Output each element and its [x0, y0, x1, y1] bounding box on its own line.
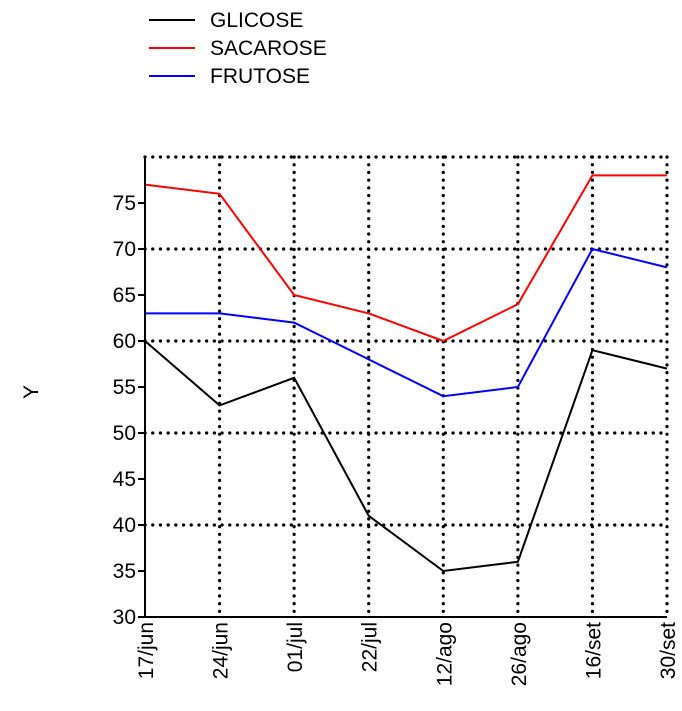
y-tick-label: 55 — [113, 376, 136, 399]
series-line-frutose — [145, 247, 668, 398]
legend-label: FRUTOSE — [210, 65, 310, 88]
y-tick-label: 70 — [113, 238, 136, 261]
y-tick-label: 65 — [113, 284, 136, 307]
y-tick-label: 35 — [113, 560, 136, 583]
x-tick-label: 22/jul — [359, 622, 382, 672]
y-tick-label: 45 — [113, 468, 136, 491]
grid-layer — [143, 155, 669, 619]
series-line-sacarose — [144, 174, 667, 343]
x-tick-labels: 17/jun 24/jun 01/jul 22/jul 12/ago 26/ago 16/s… — [135, 622, 680, 686]
y-tick-labels: 30 35 40 45 50 55 60 65 70 75 — [113, 192, 136, 629]
legend-label: SACAROSE — [210, 37, 327, 60]
x-tick-label: 12/ago — [433, 622, 456, 686]
x-tick-label: 24/jun — [210, 622, 233, 679]
y-tick-label: 75 — [113, 192, 136, 215]
x-tick-label: 01/jul — [284, 622, 307, 672]
y-tick-label: 40 — [113, 514, 136, 537]
x-tick-label: 26/ago — [508, 622, 531, 686]
y-tick-label: 30 — [113, 606, 136, 629]
y-tick-label: 60 — [113, 330, 136, 353]
series-line-glicose — [144, 340, 668, 573]
y-axis-label: Y — [20, 385, 43, 399]
y-tick-label: 50 — [113, 422, 136, 445]
series-layer — [144, 174, 668, 573]
x-tick-label: 30/set — [657, 622, 680, 679]
legend: GLICOSE SACAROSE FRUTOSE — [149, 9, 327, 88]
legend-label: GLICOSE — [210, 9, 303, 32]
x-tick-label: 16/set — [582, 622, 605, 679]
axes-layer — [138, 157, 667, 618]
x-tick-label: 17/jun — [135, 622, 158, 679]
